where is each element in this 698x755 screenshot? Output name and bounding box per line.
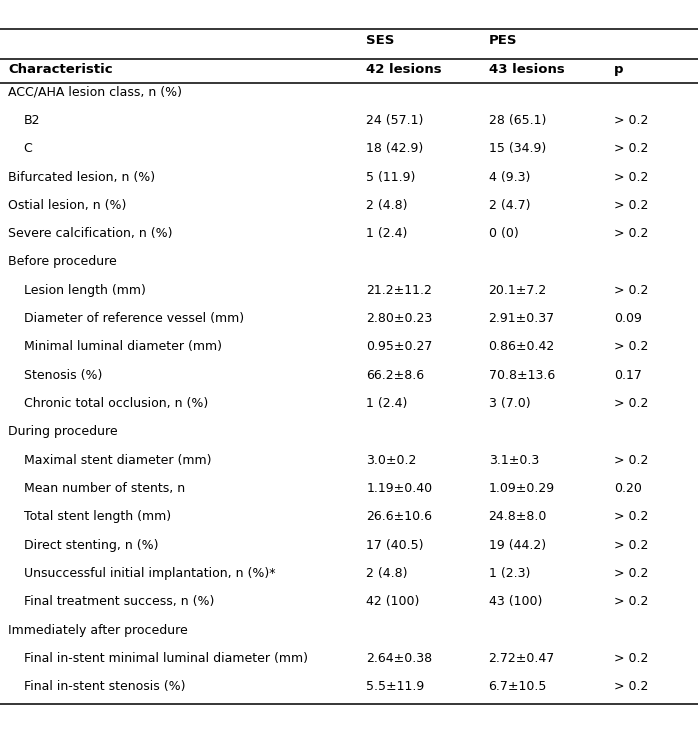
Text: 1 (2.3): 1 (2.3)	[489, 567, 530, 580]
Text: 43 lesions: 43 lesions	[489, 63, 565, 76]
Text: > 0.2: > 0.2	[614, 114, 648, 127]
Text: Unsuccessful initial implantation, n (%)*: Unsuccessful initial implantation, n (%)…	[24, 567, 275, 580]
Text: 1 (2.4): 1 (2.4)	[366, 227, 408, 240]
Text: 66.2±8.6: 66.2±8.6	[366, 368, 424, 382]
Text: > 0.2: > 0.2	[614, 142, 648, 156]
Text: During procedure: During procedure	[8, 425, 118, 439]
Text: > 0.2: > 0.2	[614, 510, 648, 523]
Text: 26.6±10.6: 26.6±10.6	[366, 510, 433, 523]
Text: 2 (4.8): 2 (4.8)	[366, 567, 408, 580]
Text: > 0.2: > 0.2	[614, 538, 648, 552]
Text: > 0.2: > 0.2	[614, 397, 648, 410]
Text: Before procedure: Before procedure	[8, 255, 117, 269]
Text: 5 (11.9): 5 (11.9)	[366, 171, 416, 183]
Text: > 0.2: > 0.2	[614, 567, 648, 580]
Text: 2.72±0.47: 2.72±0.47	[489, 652, 555, 665]
Text: > 0.2: > 0.2	[614, 227, 648, 240]
Text: Direct stenting, n (%): Direct stenting, n (%)	[24, 538, 158, 552]
Text: 24.8±8.0: 24.8±8.0	[489, 510, 547, 523]
Text: ACC/AHA lesion class, n (%): ACC/AHA lesion class, n (%)	[8, 85, 182, 99]
Text: Ostial lesion, n (%): Ostial lesion, n (%)	[8, 199, 127, 212]
Text: 20.1±7.2: 20.1±7.2	[489, 284, 547, 297]
Text: > 0.2: > 0.2	[614, 680, 648, 693]
Text: 0.20: 0.20	[614, 482, 642, 495]
Text: > 0.2: > 0.2	[614, 199, 648, 212]
Text: 21.2±11.2: 21.2±11.2	[366, 284, 432, 297]
Text: 2.80±0.23: 2.80±0.23	[366, 312, 433, 325]
Text: Immediately after procedure: Immediately after procedure	[8, 624, 188, 636]
Text: Final in-stent minimal luminal diameter (mm): Final in-stent minimal luminal diameter …	[24, 652, 308, 665]
Text: Minimal luminal diameter (mm): Minimal luminal diameter (mm)	[24, 341, 222, 353]
Text: > 0.2: > 0.2	[614, 284, 648, 297]
Text: 17 (40.5): 17 (40.5)	[366, 538, 424, 552]
Text: Final in-stent stenosis (%): Final in-stent stenosis (%)	[24, 680, 185, 693]
Text: 28 (65.1): 28 (65.1)	[489, 114, 546, 127]
Text: Stenosis (%): Stenosis (%)	[24, 368, 102, 382]
Text: B2: B2	[24, 114, 40, 127]
Text: Diameter of reference vessel (mm): Diameter of reference vessel (mm)	[24, 312, 244, 325]
Text: > 0.2: > 0.2	[614, 652, 648, 665]
Text: 2 (4.7): 2 (4.7)	[489, 199, 530, 212]
Text: > 0.2: > 0.2	[614, 595, 648, 609]
Text: 3.1±0.3: 3.1±0.3	[489, 454, 539, 467]
Text: 2.64±0.38: 2.64±0.38	[366, 652, 433, 665]
Text: 42 (100): 42 (100)	[366, 595, 419, 609]
Text: Mean number of stents, n: Mean number of stents, n	[24, 482, 185, 495]
Text: SES: SES	[366, 33, 395, 47]
Text: 3.0±0.2: 3.0±0.2	[366, 454, 417, 467]
Text: 70.8±13.6: 70.8±13.6	[489, 368, 555, 382]
Text: 0.17: 0.17	[614, 368, 642, 382]
Text: 0 (0): 0 (0)	[489, 227, 519, 240]
Text: 1 (2.4): 1 (2.4)	[366, 397, 408, 410]
Text: p: p	[614, 63, 624, 76]
Text: 1.19±0.40: 1.19±0.40	[366, 482, 433, 495]
Text: 2.91±0.37: 2.91±0.37	[489, 312, 555, 325]
Text: > 0.2: > 0.2	[614, 171, 648, 183]
Text: 18 (42.9): 18 (42.9)	[366, 142, 424, 156]
Text: 42 lesions: 42 lesions	[366, 63, 442, 76]
Text: 5.5±11.9: 5.5±11.9	[366, 680, 424, 693]
Text: 6.7±10.5: 6.7±10.5	[489, 680, 547, 693]
Text: PES: PES	[489, 33, 517, 47]
Text: > 0.2: > 0.2	[614, 341, 648, 353]
Text: 0.95±0.27: 0.95±0.27	[366, 341, 433, 353]
Text: 0.09: 0.09	[614, 312, 642, 325]
Text: > 0.2: > 0.2	[614, 454, 648, 467]
Text: 0.86±0.42: 0.86±0.42	[489, 341, 555, 353]
Text: C: C	[24, 142, 33, 156]
Text: 4 (9.3): 4 (9.3)	[489, 171, 530, 183]
Text: Characteristic: Characteristic	[8, 63, 113, 76]
Text: Bifurcated lesion, n (%): Bifurcated lesion, n (%)	[8, 171, 156, 183]
Text: Lesion length (mm): Lesion length (mm)	[24, 284, 146, 297]
Text: 3 (7.0): 3 (7.0)	[489, 397, 530, 410]
Text: Final treatment success, n (%): Final treatment success, n (%)	[24, 595, 214, 609]
Text: Chronic total occlusion, n (%): Chronic total occlusion, n (%)	[24, 397, 208, 410]
Text: 2 (4.8): 2 (4.8)	[366, 199, 408, 212]
Text: 19 (44.2): 19 (44.2)	[489, 538, 546, 552]
Text: Severe calcification, n (%): Severe calcification, n (%)	[8, 227, 173, 240]
Text: 43 (100): 43 (100)	[489, 595, 542, 609]
Text: 1.09±0.29: 1.09±0.29	[489, 482, 555, 495]
Text: Maximal stent diameter (mm): Maximal stent diameter (mm)	[24, 454, 211, 467]
Text: 24 (57.1): 24 (57.1)	[366, 114, 424, 127]
Text: 15 (34.9): 15 (34.9)	[489, 142, 546, 156]
Text: Total stent length (mm): Total stent length (mm)	[24, 510, 171, 523]
